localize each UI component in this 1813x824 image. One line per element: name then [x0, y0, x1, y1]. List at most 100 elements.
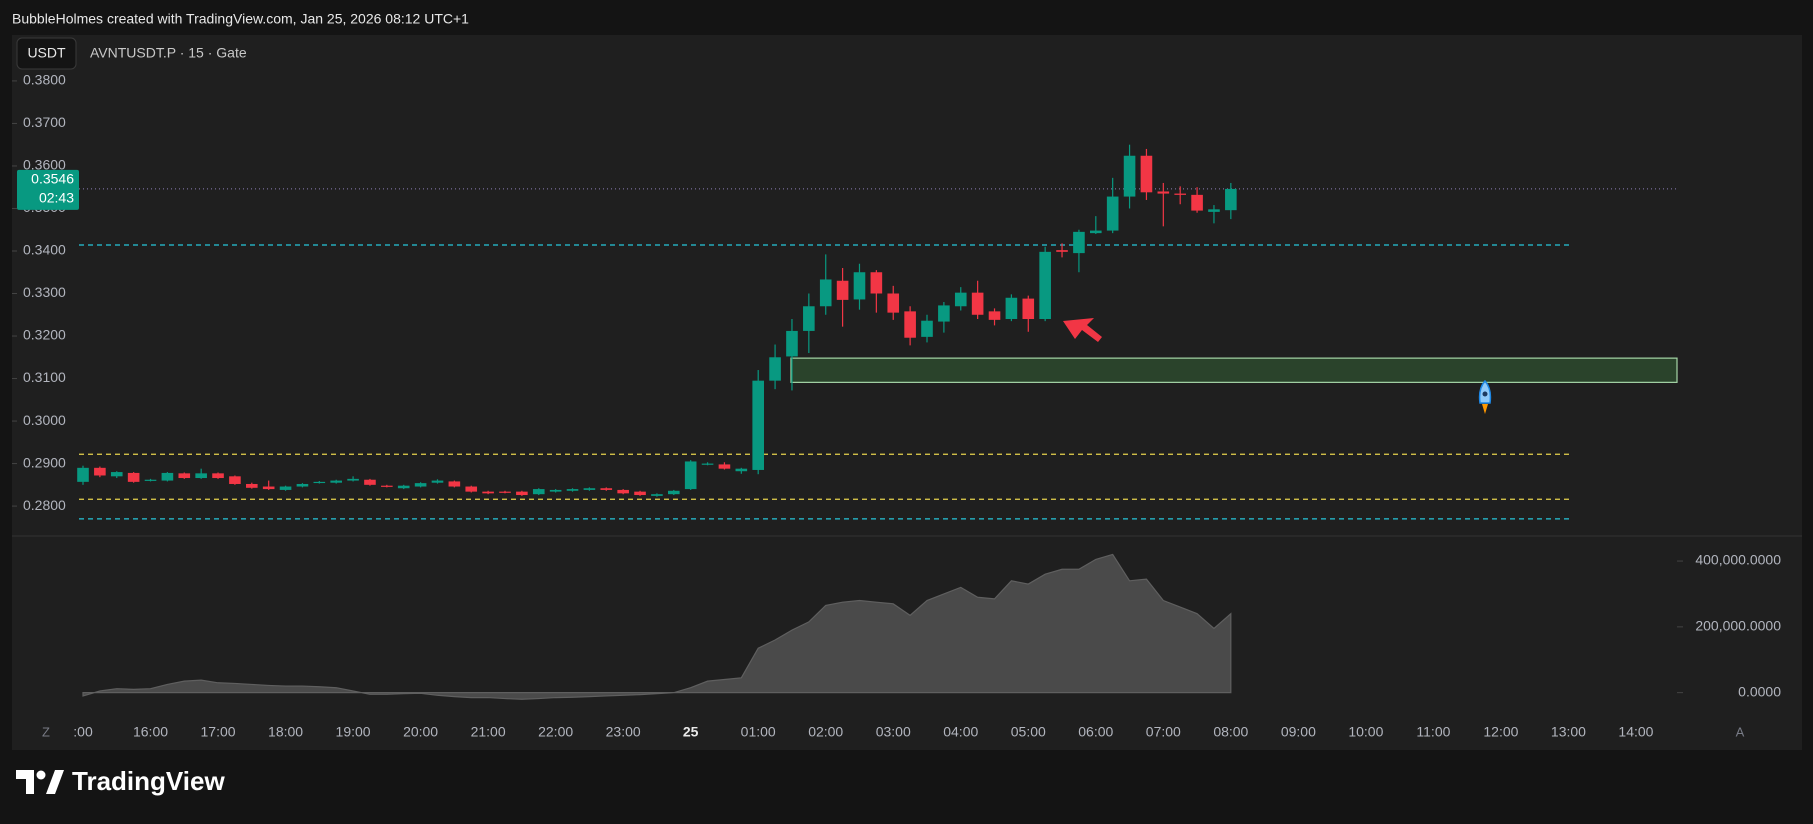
candle-body [769, 357, 781, 381]
candle-body [465, 486, 478, 492]
candle-body [448, 481, 461, 487]
candle-body [1225, 188, 1237, 211]
candle-body [1039, 251, 1051, 320]
y-tick-label: 0.3700 [23, 114, 66, 130]
candle-body [1106, 196, 1119, 231]
candle-body [634, 491, 646, 496]
candle-body [195, 473, 207, 479]
volume-tick-label: 0.0000 [1738, 683, 1781, 699]
candle-body [668, 490, 680, 495]
x-tick-label: 19:00 [336, 724, 371, 740]
candle-body [786, 330, 798, 357]
candle-body [414, 483, 427, 487]
candle-body [246, 483, 258, 488]
y-tick-label: 0.3200 [23, 327, 66, 343]
rocket-icon [1478, 379, 1492, 414]
candle-body [161, 472, 174, 481]
candle-body [229, 476, 241, 484]
last-price-label: 0.3546 [31, 171, 74, 187]
x-tick-label: 03:00 [876, 724, 911, 740]
y-tick-label: 0.3300 [23, 284, 66, 300]
candle-body [938, 305, 950, 322]
x-tick-label: 01:00 [741, 724, 776, 740]
volume-area [82, 553, 1232, 700]
axis-button[interactable]: A [1736, 724, 1745, 739]
axis-button[interactable]: Z [42, 724, 50, 739]
candle-body [904, 311, 916, 338]
candle-body [1140, 155, 1153, 193]
x-tick-label: 07:00 [1146, 724, 1181, 740]
x-tick-label: 23:00 [606, 724, 641, 740]
candle-body [178, 473, 191, 479]
volume-tick-label: 400,000.0000 [1695, 552, 1781, 568]
candle-body [313, 481, 326, 484]
y-tick-label: 0.3800 [23, 72, 66, 88]
candle-body [364, 479, 376, 485]
x-tick-label: 05:00 [1011, 724, 1046, 740]
currency-button[interactable] [16, 37, 77, 70]
candle-body [431, 480, 444, 483]
candle-body [651, 494, 663, 496]
candle-body [1191, 194, 1203, 211]
x-tick-label: 08:00 [1213, 724, 1248, 740]
x-tick-label: :00 [73, 724, 93, 740]
candle-body [532, 489, 545, 495]
y-tick-label: 0.2900 [23, 454, 66, 470]
x-tick-label: 16:00 [133, 724, 168, 740]
candle-body [330, 480, 342, 483]
candle-body [1056, 250, 1068, 252]
candle-body [988, 311, 1001, 320]
currency-label[interactable]: USDT [27, 45, 66, 61]
candle-body [1090, 230, 1102, 234]
candle-body [803, 306, 815, 331]
x-tick-label: 25 [683, 724, 699, 740]
x-tick-label: 18:00 [268, 724, 303, 740]
candle-body [94, 467, 106, 476]
candle-body [1208, 209, 1220, 212]
candle-body [701, 463, 714, 465]
candle-body [1123, 155, 1136, 197]
x-tick-label: 02:00 [808, 724, 843, 740]
candle-body [397, 485, 410, 489]
y-tick-label: 0.2800 [23, 497, 66, 513]
candle-body [482, 491, 494, 494]
plot: 0.2800 0.2900 0.3000 0.3100 0.3200 0.3300 0.34… [12, 72, 1781, 740]
y-tick-label: 0.3400 [23, 242, 66, 258]
candle-body [296, 483, 309, 487]
candle-body [279, 486, 292, 490]
zone [790, 357, 1678, 383]
x-tick-label: 13:00 [1551, 724, 1586, 740]
candle-body [1005, 297, 1018, 320]
candle-body [262, 486, 275, 490]
candle-body [144, 479, 157, 481]
last-price-box [17, 169, 79, 210]
candle-body [921, 320, 933, 337]
candle-body [127, 472, 140, 482]
x-tick-label: 04:00 [943, 724, 978, 740]
candle-body [853, 272, 866, 300]
candle-body [516, 491, 528, 496]
countdown-label: 02:43 [39, 190, 74, 206]
candle-body [836, 280, 849, 300]
y-tick-label: 0.3600 [23, 157, 66, 173]
y-tick-label: 0.3100 [23, 369, 66, 385]
candle-body [971, 292, 984, 315]
candle-body [684, 461, 697, 490]
candle-body [617, 489, 629, 494]
candle-body [347, 478, 359, 481]
candle-body [752, 380, 764, 470]
x-tick-label: 21:00 [471, 724, 506, 740]
volume-tick-label: 200,000.0000 [1695, 618, 1781, 634]
candle-body [381, 485, 393, 487]
candle-body [566, 489, 579, 491]
candle-body [600, 488, 613, 490]
candle-body [1073, 231, 1085, 254]
candle-body [1022, 298, 1035, 320]
brand-logo [16, 770, 64, 794]
arrow-annotation [1063, 318, 1102, 342]
candle-body [954, 292, 967, 307]
candle-body [212, 473, 224, 479]
candle-body [887, 293, 900, 313]
